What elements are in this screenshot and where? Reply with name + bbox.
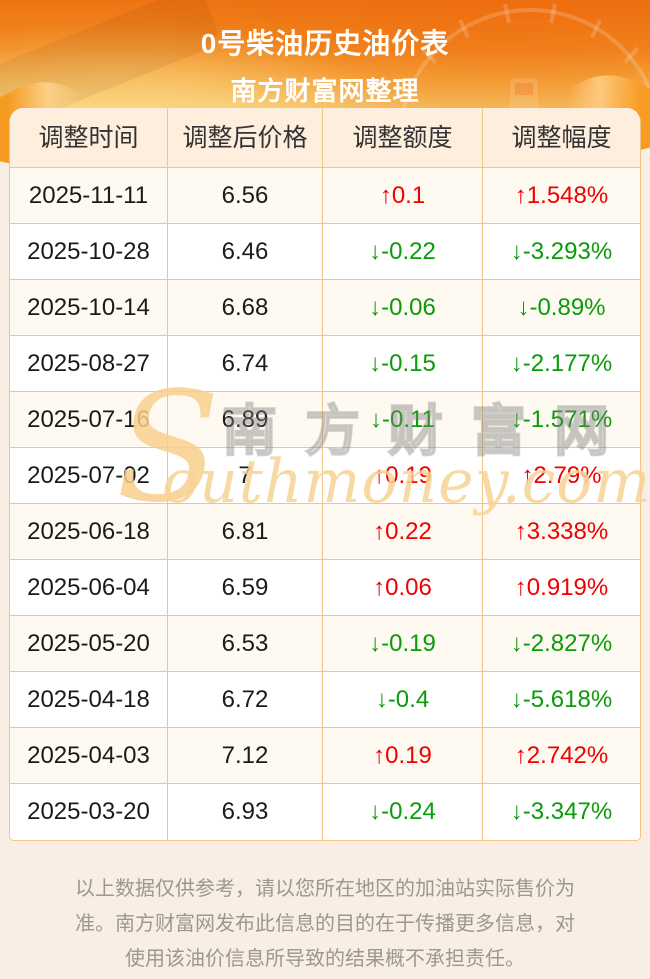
cell-change: ↑0.06 — [323, 560, 483, 616]
cell-price: 6.56 — [168, 168, 323, 224]
cell-pct: ↓-0.89% — [483, 280, 640, 336]
cell-pct: ↑3.338% — [483, 504, 640, 560]
table-row: 2025-03-20 6.93 ↓-0.24 ↓-3.347% — [10, 784, 640, 840]
cell-price: 6.89 — [168, 392, 323, 448]
cell-pct: ↓-2.827% — [483, 616, 640, 672]
cell-date: 2025-03-20 — [10, 784, 168, 840]
cell-price: 6.46 — [168, 224, 323, 280]
price-table: 调整时间 调整后价格 调整额度 调整幅度 2025-11-11 6.56 ↑0.… — [9, 108, 641, 841]
cell-date: 2025-11-11 — [10, 168, 168, 224]
column-header-pct: 调整幅度 — [483, 108, 640, 168]
page-subtitle: 南方财富网整理 — [230, 76, 420, 106]
column-header-change: 调整额度 — [323, 108, 483, 168]
cell-change: ↓-0.19 — [323, 616, 483, 672]
cell-pct: ↓-3.347% — [510, 798, 613, 825]
cell-date: 2025-06-04 — [10, 560, 168, 616]
cell-pct: ↓-2.177% — [483, 336, 640, 392]
table-row: 2025-04-18 6.72 ↓-0.4 ↓-5.618% — [10, 672, 640, 728]
table-row: 2025-07-02 7 ↑0.19 ↑2.79% — [10, 448, 640, 504]
cell-price: 6.74 — [168, 336, 323, 392]
cell-change: ↓-0.24 — [323, 784, 483, 840]
cell-pct: ↓-1.571% — [483, 392, 640, 448]
cell-change: ↓-0.06 — [323, 280, 483, 336]
cell-change: ↓-0.22 — [323, 224, 483, 280]
cell-change: ↓-0.11 — [323, 392, 483, 448]
cell-price: 6.81 — [168, 504, 323, 560]
cell-pct: ↑2.79% — [483, 448, 640, 504]
cell-pct: ↓-5.618% — [483, 672, 640, 728]
cell-price: 6.68 — [168, 280, 323, 336]
cell-date: 2025-04-03 — [10, 728, 168, 784]
table-row: 2025-06-04 6.59 ↑0.06 ↑0.919% — [10, 560, 640, 616]
table-row: 2025-07-16 6.89 ↓-0.11 ↓-1.571% — [10, 392, 640, 448]
cell-change: ↓-0.15 — [323, 336, 483, 392]
table-row: 2025-06-18 6.81 ↑0.22 ↑3.338% — [10, 504, 640, 560]
table-row: 2025-04-03 7.12 ↑0.19 ↑2.742% — [10, 728, 640, 784]
table-header-row: 调整时间 调整后价格 调整额度 调整幅度 — [10, 108, 640, 168]
cell-pct: ↑1.548% — [483, 168, 640, 224]
fuel-gauge-icon — [402, 3, 650, 108]
cell-date: 2025-07-16 — [10, 392, 168, 448]
cell-price: 6.72 — [168, 672, 323, 728]
hero-banner: 0号柴油历史油价表 南方财富网整理 — [0, 0, 650, 108]
table-row: 2025-10-14 6.68 ↓-0.06 ↓-0.89% — [10, 280, 640, 336]
cell-date: 2025-10-28 — [10, 224, 168, 280]
cell-change: ↑0.19 — [323, 448, 483, 504]
cell-pct: ↓-3.293% — [483, 224, 640, 280]
table-row: 2025-05-20 6.53 ↓-0.19 ↓-2.827% — [10, 616, 640, 672]
disclaimer-text: 以上数据仅供参考，请以您所在地区的加油站实际售价为准。南方财富网发布此信息的目的… — [75, 878, 575, 970]
cell-date: 2025-10-14 — [10, 280, 168, 336]
table-row: 2025-11-11 6.56 ↑0.1 ↑1.548% — [10, 168, 640, 224]
cell-date: 2025-05-20 — [10, 616, 168, 672]
page-title: 0号柴油历史油价表 — [200, 28, 450, 59]
cell-change: ↑0.1 — [323, 168, 483, 224]
column-header-date: 调整时间 — [10, 108, 168, 168]
cell-date: 2025-08-27 — [10, 336, 168, 392]
column-header-price: 调整后价格 — [168, 108, 323, 168]
cell-price: 6.59 — [168, 560, 323, 616]
cell-change: ↓-0.4 — [323, 672, 483, 728]
cell-date: 2025-06-18 — [10, 504, 168, 560]
cell-price: 7.12 — [168, 728, 323, 784]
cell-date: 2025-04-18 — [10, 672, 168, 728]
cell-pct: ↑0.919% — [483, 560, 640, 616]
cell-price: 7 — [168, 448, 323, 504]
cell-pct: ↑2.742% — [483, 728, 640, 784]
cell-change: ↑0.19 — [323, 728, 483, 784]
cell-price: 6.53 — [168, 616, 323, 672]
cell-change: ↑0.22 — [323, 504, 483, 560]
table-row: 2025-10-28 6.46 ↓-0.22 ↓-3.293% — [10, 224, 640, 280]
table-row: 2025-08-27 6.74 ↓-0.15 ↓-2.177% — [10, 336, 640, 392]
cell-date: 2025-07-02 — [10, 448, 168, 504]
cell-price: 6.93 — [168, 784, 323, 840]
